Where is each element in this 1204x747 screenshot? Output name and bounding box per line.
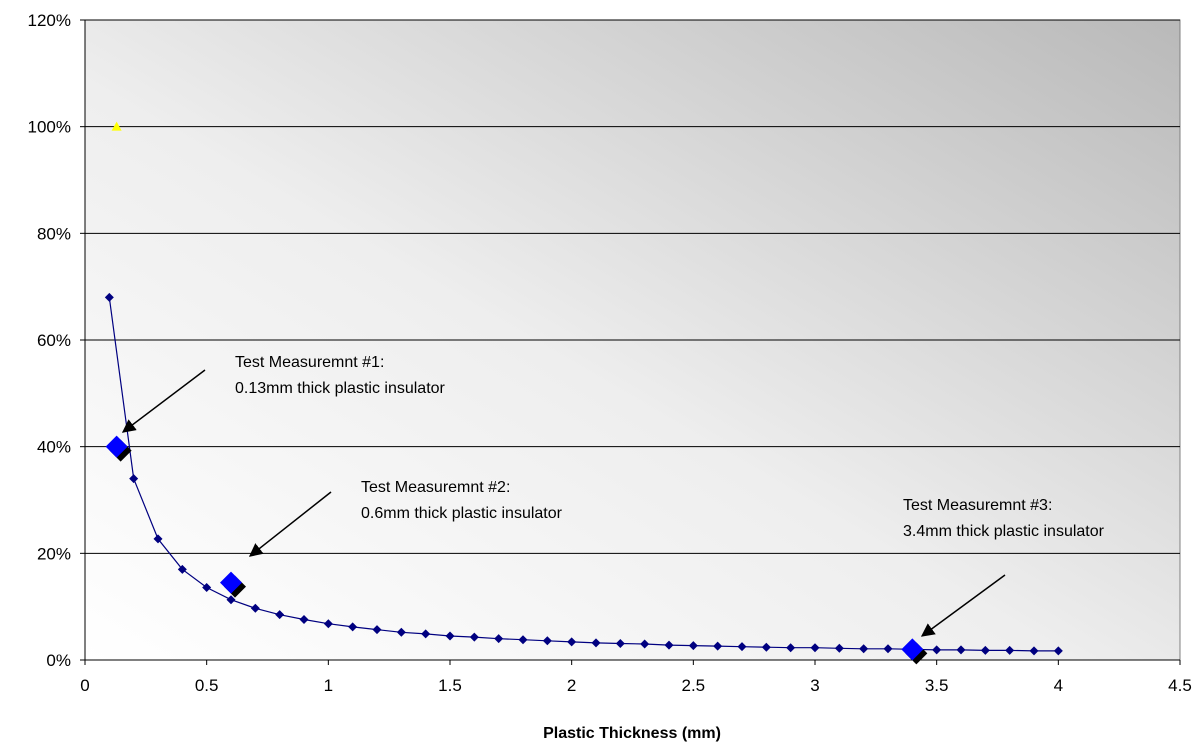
curve-point (761, 642, 771, 652)
curve-point (664, 640, 674, 650)
x-tick-label-8: 4 (1054, 676, 1063, 695)
y-tick-label-0: 0% (46, 651, 71, 670)
x-tick-label-6: 3 (810, 676, 819, 695)
curve-line (108, 297, 1059, 652)
x-tick-label-5: 2.5 (682, 676, 706, 695)
annotation-2-arrow (248, 491, 332, 557)
y-axis-ticks: 0% 20% 40% 60% 80% 100% 120% (28, 11, 85, 670)
x-tick-label-9: 4.5 (1168, 676, 1192, 695)
curve-point (591, 638, 601, 648)
curve-point (518, 635, 528, 645)
curve-point (615, 638, 625, 648)
curve-point (737, 642, 747, 652)
curve-point (956, 645, 966, 655)
curve-point (932, 645, 942, 655)
test-measurement-series (105, 435, 928, 665)
curve-point (250, 603, 260, 613)
annotation-1-arrow (121, 369, 206, 433)
curve-point (323, 619, 333, 629)
curve-point (859, 644, 869, 654)
curve-point (396, 627, 406, 637)
curve-point (469, 632, 479, 642)
y-tick-label-6: 120% (28, 11, 71, 30)
curve-point (494, 634, 504, 644)
x-tick-label-0: 0 (80, 676, 89, 695)
annotation-2-line1: Test Measuremnt #2: (361, 479, 510, 496)
curve-point (834, 643, 844, 653)
x-tick-label-2: 1 (324, 676, 333, 695)
curve-point (567, 637, 577, 647)
test-point-3 (901, 638, 924, 661)
curve-point (299, 614, 309, 624)
curve-point (688, 641, 698, 651)
gridlines (85, 19, 1180, 554)
curve-point (153, 534, 163, 544)
curve-series (104, 292, 1063, 656)
curve-point (980, 645, 990, 655)
y-tick-label-3: 60% (37, 331, 71, 350)
test-point-1 (105, 435, 128, 458)
curve-point (713, 641, 723, 651)
x-axis-title: Plastic Thickness (mm) (543, 725, 721, 742)
annotation-1-line2: 0.13mm thick plastic insulator (235, 380, 446, 397)
test-point-2 (220, 571, 242, 594)
y-tick-label-1: 20% (37, 544, 71, 563)
curve-point (275, 610, 285, 620)
x-tick-label-4: 2 (567, 676, 576, 695)
curve-point (786, 643, 796, 653)
curve-point (202, 582, 212, 592)
curve-point (1005, 645, 1015, 655)
x-tick-label-7: 3.5 (925, 676, 949, 695)
curve-point (883, 644, 893, 654)
curve-point (1029, 646, 1039, 656)
curve-point (177, 564, 187, 574)
curve-point (445, 631, 455, 641)
curve-point (421, 629, 431, 639)
x-axis-ticks: 0 0.5 1 1.5 2 2.5 3 3.5 4 4.5 (80, 660, 1192, 695)
curve-point (640, 639, 650, 649)
y-tick-label-2: 40% (37, 438, 71, 457)
curve-point (348, 622, 358, 632)
curve-point (810, 643, 820, 653)
curve-point (104, 292, 114, 302)
annotation-1-line1: Test Measuremnt #1: (235, 354, 384, 371)
curve-point (542, 636, 552, 646)
y-tick-label-5: 100% (28, 118, 71, 137)
annotation-3-arrow (920, 574, 1006, 637)
annotation-3-line2: 3.4mm thick plastic insulator (903, 523, 1105, 540)
curve-point (1053, 646, 1063, 656)
x-tick-label-3: 1.5 (438, 676, 462, 695)
annotation-2-line2: 0.6mm thick plastic insulator (361, 505, 563, 522)
annotation-3-line1: Test Measuremnt #3: (903, 497, 1052, 514)
reference-point-series (111, 121, 122, 131)
curve-point (129, 474, 139, 484)
curve-point (372, 625, 382, 635)
curve-point (226, 595, 236, 605)
x-tick-label-1: 0.5 (195, 676, 219, 695)
reference-point (111, 121, 122, 131)
annotations: Test Measuremnt #1: 0.13mm thick plastic … (121, 354, 1105, 637)
y-tick-label-4: 80% (37, 224, 71, 243)
